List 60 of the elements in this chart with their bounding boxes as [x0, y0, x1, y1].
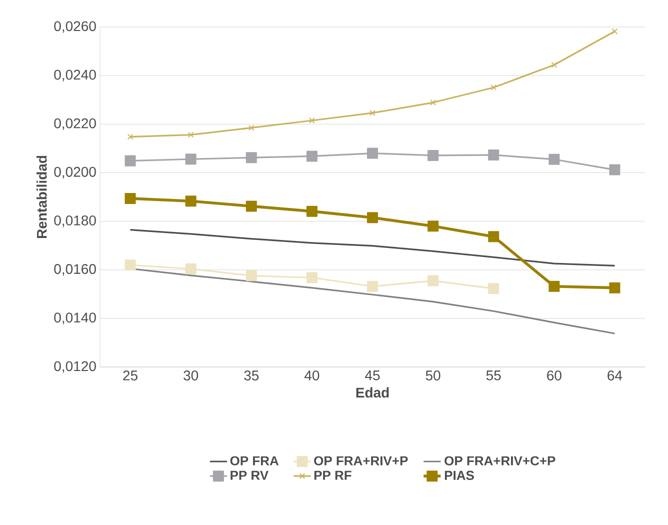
line-series [129, 228, 616, 267]
y-tick-label: 0,0240 [54, 70, 96, 82]
point [370, 110, 376, 116]
legend-label: OP FRA [230, 456, 279, 466]
point [428, 150, 439, 161]
x-tick-label: 30 [184, 370, 198, 380]
point [306, 272, 318, 284]
x-tick-label: 50 [426, 370, 440, 380]
point [185, 263, 196, 274]
point [246, 200, 257, 212]
point [124, 260, 136, 270]
point [551, 62, 558, 68]
y-tick-label: 0,0200 [54, 166, 96, 178]
point [248, 124, 254, 131]
y-tick-label: 0,0140 [54, 312, 96, 324]
x-tick-label: 64 [608, 370, 622, 380]
y-tick-label: 0,0120 [54, 361, 96, 373]
point [609, 282, 620, 294]
y-tick-label: 0,0260 [54, 21, 96, 33]
point [488, 231, 500, 242]
point [185, 154, 196, 165]
point [490, 84, 497, 90]
point [124, 192, 136, 204]
legend-label: OP FRA+RIV+P [314, 456, 408, 466]
point [367, 148, 378, 159]
x-tick-label: 25 [123, 370, 138, 380]
point [246, 152, 257, 164]
point [185, 196, 196, 207]
legend-label: PP RF [314, 470, 352, 480]
point [127, 134, 134, 140]
point [308, 118, 315, 124]
point [367, 280, 378, 292]
x-axis-title: Edad [356, 387, 389, 398]
point [488, 283, 500, 294]
point [609, 164, 620, 176]
x-tick-label: 45 [365, 370, 380, 380]
x-tick-label: 60 [547, 370, 562, 380]
point [428, 220, 439, 232]
point [548, 154, 560, 165]
x-tick-label: 40 [304, 370, 320, 380]
y-tick-label: 0,0220 [54, 118, 96, 130]
point [548, 280, 560, 292]
legend-label: OP FRA+RIV+C+P [444, 456, 556, 466]
point [428, 275, 439, 286]
point [124, 155, 136, 166]
legend-label: PIAS [444, 470, 474, 480]
y-axis-title: Rentabilidad [36, 156, 47, 238]
point [430, 100, 436, 106]
x-tick-label: 35 [244, 370, 259, 380]
x-tick-label: 55 [486, 370, 501, 380]
point [306, 206, 318, 217]
point [188, 132, 194, 138]
point [612, 28, 618, 34]
point [367, 212, 378, 224]
point [306, 150, 318, 162]
legend-label: PP RV [230, 470, 268, 480]
y-tick-label: 0,0160 [54, 264, 96, 276]
point [488, 149, 500, 160]
y-tick-label: 0,0180 [54, 215, 96, 228]
point [246, 270, 257, 282]
